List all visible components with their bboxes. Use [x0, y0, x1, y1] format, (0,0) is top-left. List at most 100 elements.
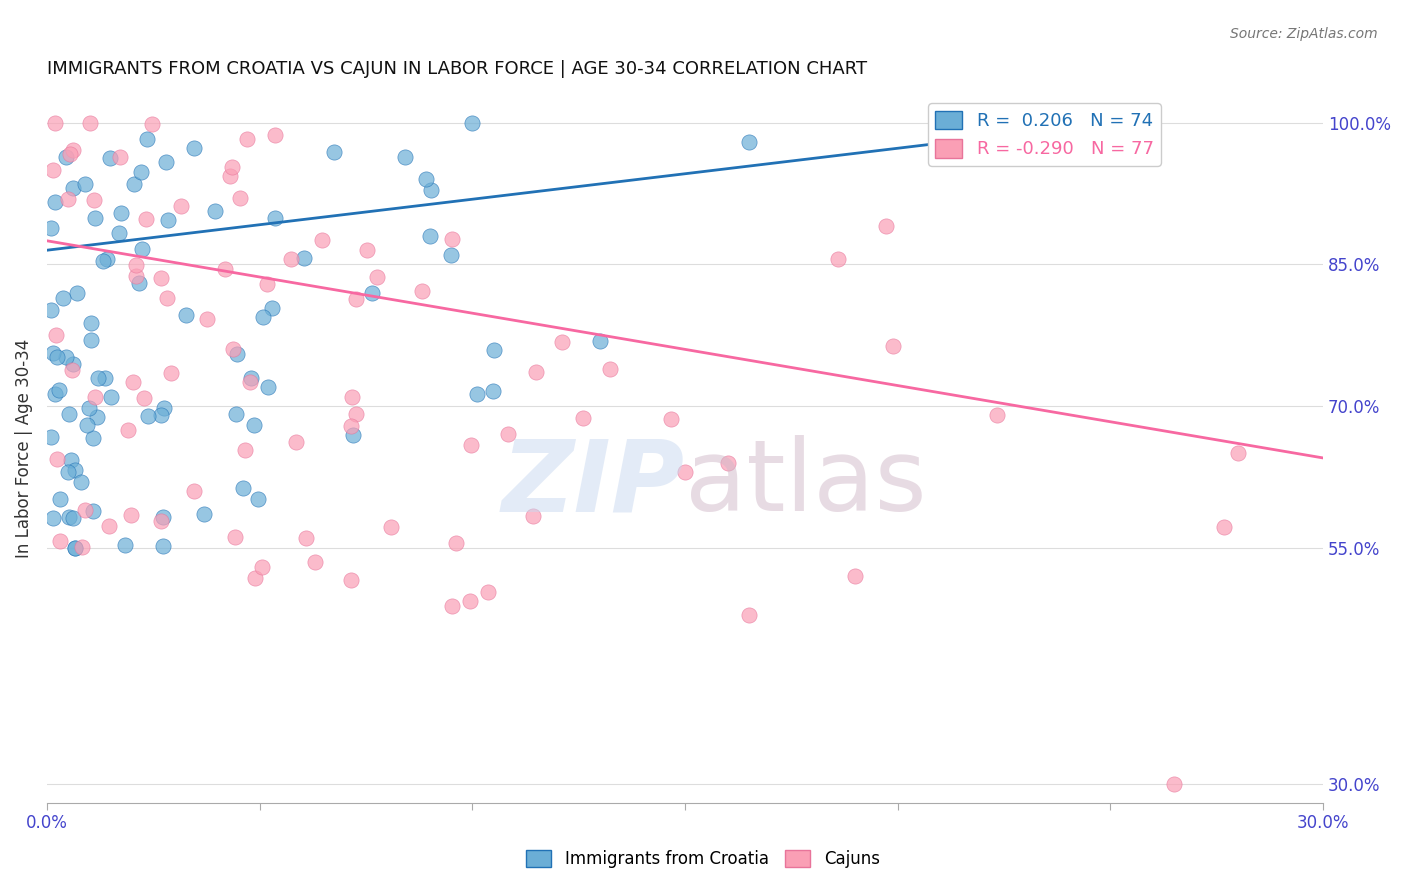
Point [42, 511, 65, 525]
Point [440, 248, 463, 262]
Point [222, 343, 245, 357]
Point [75, 177, 97, 191]
Point [361, 286, 384, 301]
Point [214, 261, 236, 276]
Point [66, 286, 89, 301]
Point [52, 291, 75, 305]
Point [79, 116, 101, 130]
Point [152, 539, 174, 553]
Point [229, 191, 252, 205]
Point [1163, 777, 1185, 791]
Point [986, 409, 1008, 423]
Point [344, 292, 367, 306]
Legend: R =  0.206   N = 74, R = -0.290   N = 77: R = 0.206 N = 74, R = -0.290 N = 77 [928, 103, 1161, 166]
Point [394, 150, 416, 164]
Point [204, 204, 226, 219]
Point [114, 538, 136, 552]
Point [356, 243, 378, 257]
Point [42, 162, 65, 177]
Point [134, 391, 156, 405]
Point [149, 271, 172, 285]
Point [70, 475, 93, 489]
Point [48, 384, 70, 398]
Point [461, 116, 484, 130]
Point [44, 387, 66, 401]
Point [41, 220, 63, 235]
Point [264, 128, 287, 142]
Point [83, 193, 105, 207]
Point [252, 310, 274, 324]
Point [240, 370, 263, 384]
Point [875, 219, 897, 233]
Point [86, 410, 108, 425]
Point [366, 270, 388, 285]
Point [75, 503, 97, 517]
Point [62, 181, 84, 195]
Point [1212, 520, 1234, 534]
Point [304, 555, 326, 569]
Point [70, 540, 93, 554]
Point [280, 252, 302, 266]
Point [340, 573, 363, 587]
Point [49, 491, 72, 506]
Point [160, 366, 183, 380]
Point [58, 509, 80, 524]
Point [39, 303, 62, 318]
Point [415, 172, 437, 186]
Point [129, 165, 152, 179]
Point [135, 131, 157, 145]
Point [183, 483, 205, 498]
Point [63, 541, 86, 555]
Point [97, 519, 120, 533]
Point [122, 177, 145, 191]
Point [224, 530, 246, 544]
Point [56, 465, 79, 479]
Point [96, 252, 118, 266]
Point [82, 431, 104, 445]
Point [110, 206, 132, 220]
Point [481, 384, 503, 399]
Point [551, 335, 574, 350]
Point [482, 343, 505, 357]
Point [150, 409, 173, 423]
Point [673, 465, 696, 479]
Point [226, 346, 249, 360]
Point [441, 599, 464, 614]
Point [524, 365, 547, 379]
Point [59, 452, 82, 467]
Point [239, 375, 262, 389]
Point [98, 151, 121, 165]
Point [262, 301, 284, 316]
Point [477, 585, 499, 599]
Point [738, 135, 761, 149]
Point [80, 333, 103, 347]
Point [45, 451, 67, 466]
Point [465, 387, 488, 401]
Point [152, 510, 174, 524]
Point [128, 276, 150, 290]
Point [136, 409, 159, 424]
Point [174, 308, 197, 322]
Point [110, 150, 132, 164]
Point [195, 312, 218, 326]
Point [45, 327, 67, 342]
Point [323, 145, 346, 159]
Point [257, 380, 280, 394]
Point [44, 116, 66, 130]
Y-axis label: In Labor Force | Age 30-34: In Labor Force | Age 30-34 [15, 339, 32, 558]
Point [117, 423, 139, 437]
Point [256, 277, 278, 291]
Point [76, 418, 98, 433]
Point [62, 511, 84, 525]
Legend: Immigrants from Croatia, Cajuns: Immigrants from Croatia, Cajuns [520, 843, 886, 875]
Point [83, 211, 105, 225]
Text: Source: ZipAtlas.com: Source: ZipAtlas.com [1230, 27, 1378, 41]
Point [498, 426, 520, 441]
Point [225, 407, 247, 421]
Point [218, 169, 240, 184]
Point [659, 412, 682, 426]
Point [571, 410, 593, 425]
Point [340, 390, 363, 404]
Point [91, 253, 114, 268]
Point [1227, 446, 1250, 460]
